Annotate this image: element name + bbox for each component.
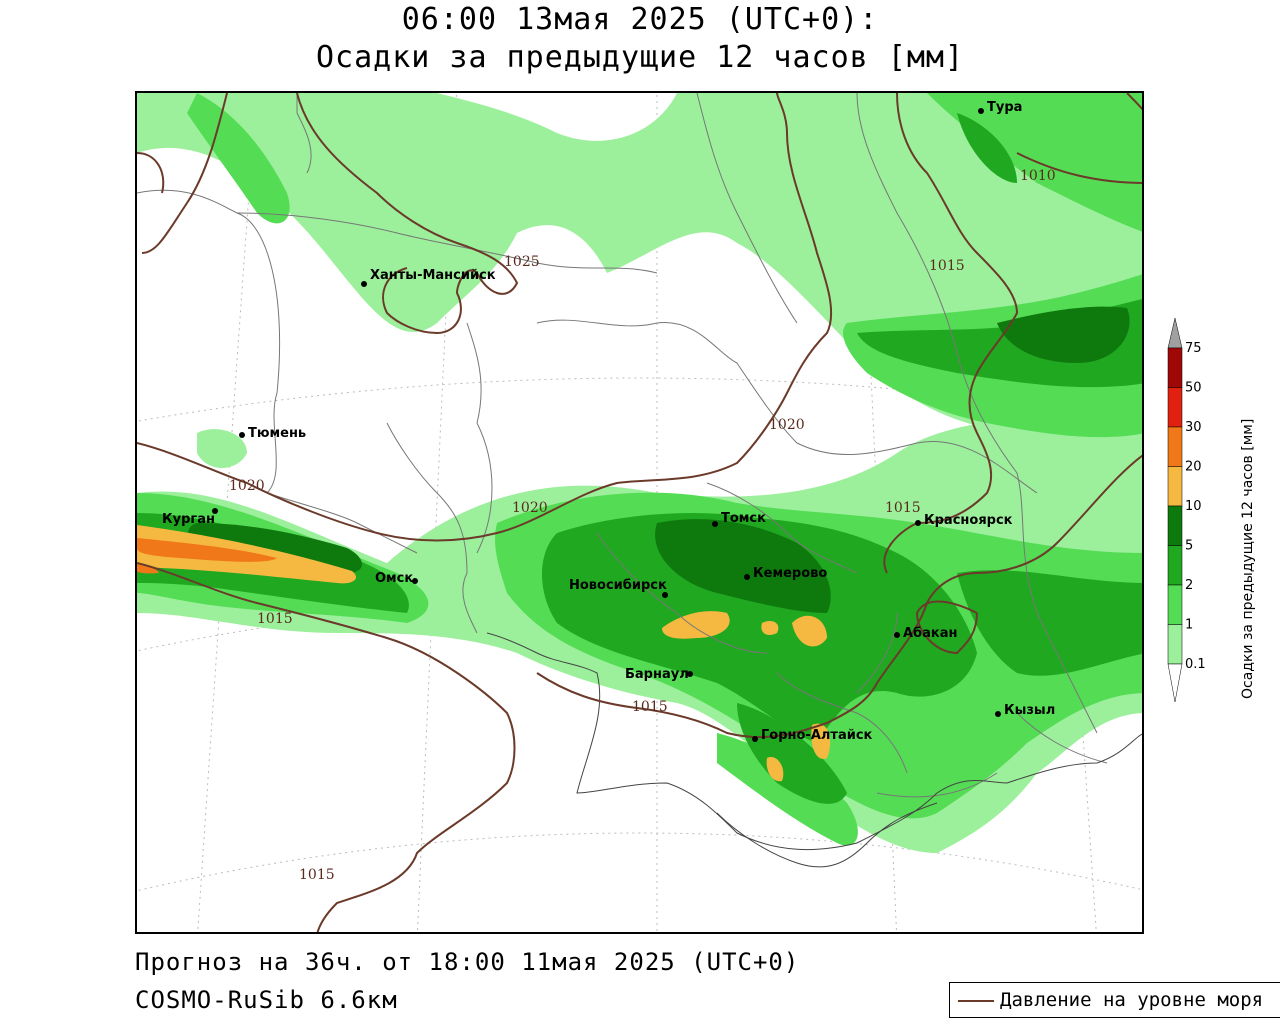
city-label: Барнаул: [625, 667, 689, 682]
city-marker: [978, 108, 984, 114]
isobar-label: 1020: [769, 417, 805, 433]
colorbar-box: [1167, 466, 1183, 507]
city-marker: [894, 632, 900, 638]
colorbar: 0.1 1 2 5 10 20 30 50 75: [1160, 316, 1280, 716]
city-marker: [915, 520, 921, 526]
isobar-label: 1020: [512, 500, 548, 516]
colorbar-level-label: 75: [1185, 341, 1202, 356]
city-label: Абакан: [903, 626, 958, 641]
colorbar-level-label: 5: [1185, 539, 1193, 554]
model-info: COSMO-RuSib 6.6км: [135, 986, 398, 1014]
admin-borders: [137, 93, 1142, 868]
colorbar-svg: 0.1 1 2 5 10 20 30 50 75: [1167, 317, 1206, 703]
isobars: [137, 93, 1142, 932]
precipitation-map: 1010 1015 1025 1020 1020 1020 1015 1015 …: [135, 91, 1144, 934]
colorbar-level-label: 50: [1185, 381, 1202, 396]
colorbar-level-label: 2: [1185, 578, 1193, 593]
colorbar-box: [1167, 584, 1183, 625]
colorbar-box: [1167, 624, 1183, 665]
colorbar-level-label: 20: [1185, 460, 1202, 475]
city-marker: [412, 578, 418, 584]
precipitation-field: [137, 93, 1142, 853]
colorbar-box: [1167, 387, 1183, 428]
city-marker: [239, 432, 245, 438]
colorbar-level-label: 10: [1185, 499, 1202, 514]
city-marker: [712, 521, 718, 527]
colorbar-bottom-triangle: [1167, 663, 1183, 703]
colorbar-box: [1167, 545, 1183, 586]
isobar-label: 1015: [299, 867, 335, 883]
isobar-label: 1015: [632, 699, 668, 715]
pressure-legend: Давление на уровне моря: [949, 982, 1280, 1018]
isobar-label: 1015: [929, 258, 965, 274]
city-label: Омск: [375, 571, 413, 586]
isobar-label: 1010: [1020, 168, 1056, 184]
city-marker: [744, 574, 750, 580]
city-label: Красноярск: [924, 513, 1013, 528]
city-label: Горно-Алтайск: [761, 728, 873, 743]
colorbar-level-label: 1: [1185, 618, 1193, 633]
city-label: Томск: [721, 511, 766, 526]
colorbar-level-label: 30: [1185, 420, 1202, 435]
city-label: Курган: [162, 512, 215, 527]
colorbar-box: [1167, 505, 1183, 546]
isobar-label: 1015: [885, 500, 921, 516]
city-marker: [752, 736, 758, 742]
pressure-legend-label: Давление на уровне моря: [1000, 989, 1264, 1011]
pressure-line-sample: [958, 1000, 994, 1002]
city-marker: [361, 281, 367, 287]
map-subtitle: Осадки за предыдущие 12 часов [мм]: [315, 40, 965, 75]
colorbar-box: [1167, 347, 1183, 388]
cities: Тура Ханты-Мансийск Тюмень Курган Омск Т…: [162, 100, 1055, 743]
forecast-info: Прогноз на 36ч. от 18:00 11мая 2025 (UTC…: [135, 948, 800, 976]
city-label: Ханты-Мансийск: [370, 268, 496, 283]
city-label: Тура: [987, 100, 1022, 115]
colorbar-box: [1167, 426, 1183, 467]
city-marker: [662, 592, 668, 598]
city-label: Новосибирск: [569, 578, 667, 593]
isobar-label: 1015: [257, 611, 293, 627]
city-marker: [687, 671, 693, 677]
city-label: Кызыл: [1004, 703, 1055, 718]
isobar-label: 1025: [504, 254, 540, 270]
colorbar-title: Осадки за предыдущие 12 часов [мм]: [1232, 324, 1262, 704]
map-title: 06:00 13мая 2025 (UTC+0):: [401, 2, 879, 37]
city-marker: [995, 711, 1001, 717]
colorbar-level-label: 0.1: [1185, 657, 1206, 672]
city-label: Кемерово: [753, 566, 827, 581]
colorbar-top-triangle: [1167, 317, 1183, 349]
city-label: Тюмень: [248, 426, 306, 441]
map-canvas: 1010 1015 1025 1020 1020 1020 1015 1015 …: [137, 93, 1142, 932]
isobar-labels: 1010 1015 1025 1020 1020 1020 1015 1015 …: [229, 168, 1056, 883]
isobar-label: 1020: [229, 478, 265, 494]
colorbar-title-text: Осадки за предыдущие 12 часов [мм]: [1240, 419, 1256, 699]
city-marker: [212, 508, 218, 514]
